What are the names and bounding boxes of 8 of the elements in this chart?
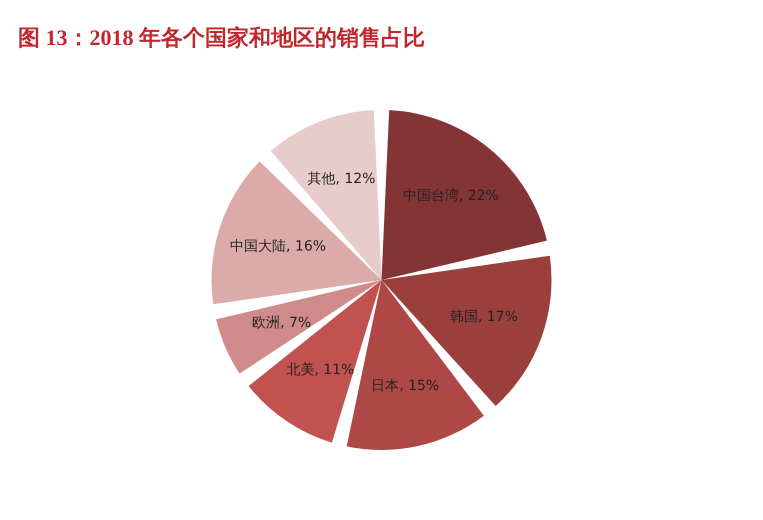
slice-label: 北美, 11% xyxy=(286,362,354,378)
slice-label: 韩国, 17% xyxy=(450,308,518,325)
slice-label: 中国台湾, 22% xyxy=(402,188,499,204)
slice-label: 中国大陆, 16% xyxy=(230,238,326,254)
slice-label: 欧洲, 7% xyxy=(252,315,312,332)
chart-title: 图 13：2018 年各个国家和地区的销售占比 xyxy=(18,25,425,50)
slice-label: 日本, 15% xyxy=(371,378,440,394)
slice-label: 其他, 12% xyxy=(307,170,376,187)
